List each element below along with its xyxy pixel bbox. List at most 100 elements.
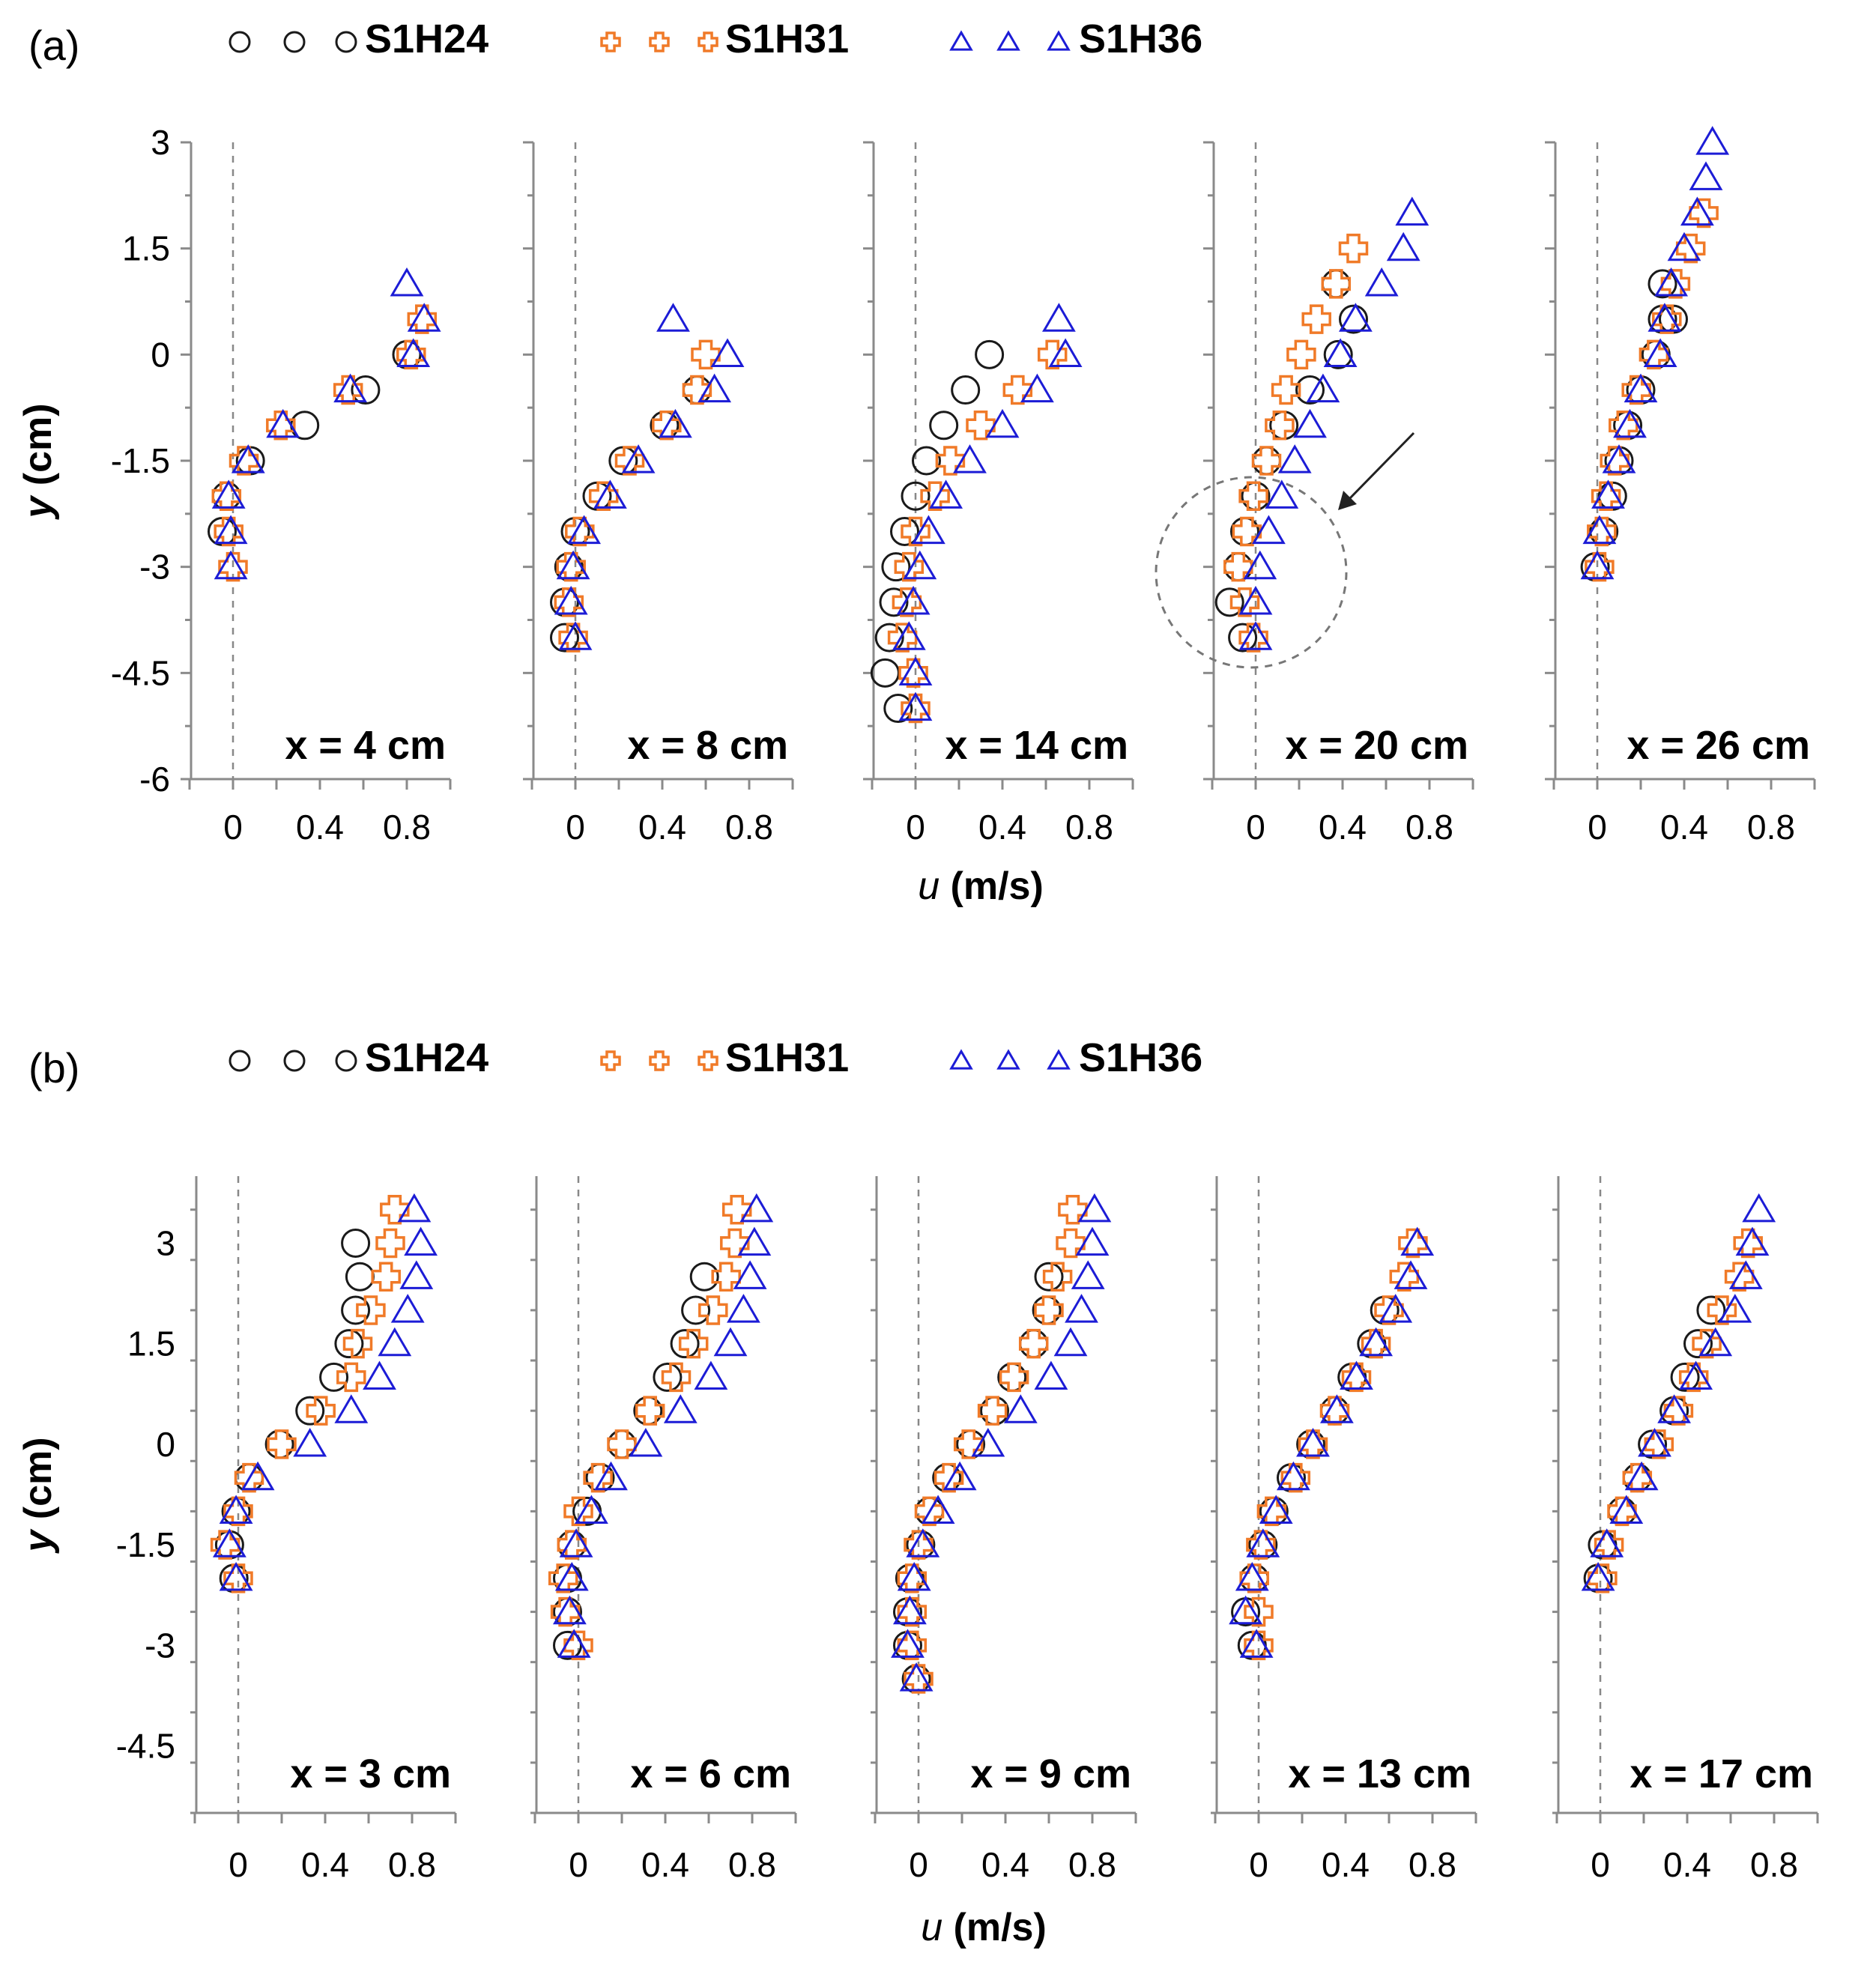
x-tick-label: 0.8 xyxy=(1750,1845,1798,1884)
data-point-s1h31 xyxy=(223,1563,253,1593)
data-point-s1h36 xyxy=(567,515,602,545)
data-point-s1h36 xyxy=(1735,1226,1770,1256)
data-point-s1h36 xyxy=(1306,373,1340,403)
data-point-s1h31 xyxy=(711,1262,741,1292)
annotation-arrow-head xyxy=(1338,491,1357,510)
station-label: x = 13 cm xyxy=(1288,1751,1471,1796)
data-point-s1h24 xyxy=(890,516,919,546)
data-point-s1h31 xyxy=(1280,1462,1311,1493)
data-point-s1h24 xyxy=(1034,1262,1064,1292)
data-point-s1h31 xyxy=(1678,1362,1709,1393)
data-point-s1h31 xyxy=(1398,1228,1428,1259)
data-point-s1h31 xyxy=(1265,411,1295,440)
data-point-s1h31 xyxy=(635,1396,665,1426)
data-point-s1h31 xyxy=(1389,1262,1420,1292)
data-point-s1h31 xyxy=(548,1563,578,1593)
data-point-s1h31 xyxy=(1607,1496,1637,1527)
station-label: x = 4 cm xyxy=(285,723,446,768)
data-point-s1h24 xyxy=(319,1362,349,1392)
panel-b: (b) S1H24 S1H31 S1H36 y (cm) 3 1.5 0 -1.5 -3 -4.5 0… xyxy=(16,1035,1819,1949)
data-point-s1h36 xyxy=(1718,1294,1752,1323)
legend-marker-s1h36 xyxy=(949,30,973,51)
data-point-s1h31 xyxy=(1652,304,1682,334)
data-point-s1h36 xyxy=(557,1629,591,1658)
data-point-s1h31 xyxy=(375,1228,405,1259)
x-tick-label: 0 xyxy=(1591,1845,1610,1884)
data-point-s1h24 xyxy=(1670,1362,1700,1392)
data-point-s1h36 xyxy=(593,479,627,509)
data-point-s1h31 xyxy=(1002,375,1033,405)
data-point-s1h31 xyxy=(1374,1295,1404,1325)
data-point-s1h24 xyxy=(975,339,1005,369)
data-point-s1h31 xyxy=(1238,623,1268,653)
data-point-s1h24 xyxy=(874,623,904,653)
data-point-s1h36 xyxy=(219,1561,253,1591)
data-point-s1h36 xyxy=(1075,1226,1110,1256)
data-point-s1h36 xyxy=(1695,126,1730,155)
data-point-s1h24 xyxy=(980,1396,1009,1426)
x-tick-label: 0.8 xyxy=(728,1845,776,1884)
data-point-s1h36 xyxy=(985,408,1020,438)
data-point-s1h36 xyxy=(378,1327,412,1357)
data-point-s1h36 xyxy=(1638,1428,1671,1457)
data-point-s1h36 xyxy=(899,1662,934,1692)
subplot-x-4-cm: 3 1.5 0 -1.5 -3 -4.5 -6 0 0.4 0.8 x = 4 cm xyxy=(111,123,452,847)
data-point-s1h31 xyxy=(588,481,619,511)
data-point-s1h31 xyxy=(1319,1396,1350,1426)
data-point-s1h36 xyxy=(559,1528,593,1557)
data-point-s1h36 xyxy=(1323,338,1358,367)
data-point-s1h36 xyxy=(1243,550,1277,580)
data-point-s1h36 xyxy=(1053,1327,1088,1357)
legend-marker-s1h24 xyxy=(283,31,306,53)
subplot-x-14-cm: 0 0.4 0.8 x = 14 cm xyxy=(863,141,1134,847)
data-point-s1h36 xyxy=(334,1394,369,1423)
data-point-s1h36 xyxy=(1319,1394,1354,1423)
data-point-s1h24 xyxy=(653,1362,683,1392)
x-tick-label: 0.4 xyxy=(978,808,1026,847)
y-tick-label: -6 xyxy=(139,760,170,799)
data-point-s1h24 xyxy=(1252,446,1281,476)
station-label: x = 6 cm xyxy=(630,1751,791,1796)
data-point-s1h31 xyxy=(380,1194,410,1225)
data-point-s1h31 xyxy=(897,1630,928,1661)
data-point-s1h31 xyxy=(1286,339,1316,370)
data-point-s1h31 xyxy=(342,1328,373,1359)
data-point-s1h36 xyxy=(240,1461,275,1491)
data-point-s1h31 xyxy=(1621,375,1651,405)
data-point-s1h36 xyxy=(1296,1428,1330,1457)
data-point-s1h31 xyxy=(1689,198,1719,228)
data-point-s1h31 xyxy=(229,446,259,476)
data-point-s1h31 xyxy=(1238,481,1268,511)
legend-marker-s1h31 xyxy=(649,31,670,52)
data-point-s1h24 xyxy=(1214,587,1244,617)
data-point-s1h31 xyxy=(583,1462,613,1493)
data-point-s1h36 xyxy=(1680,196,1714,226)
legend-marker-s1h36 xyxy=(949,1049,973,1070)
legend-label-s1h24: S1H24 xyxy=(365,1035,488,1080)
data-point-s1h31 xyxy=(333,375,363,405)
data-point-s1h36 xyxy=(921,1495,955,1524)
data-point-s1h31 xyxy=(901,516,931,547)
data-point-s1h31 xyxy=(1639,339,1669,370)
data-point-s1h31 xyxy=(1660,269,1691,299)
data-point-s1h31 xyxy=(306,1396,336,1426)
data-point-s1h24 xyxy=(341,1295,371,1325)
x-tick-label: 0.4 xyxy=(1322,1845,1370,1884)
data-point-s1h31 xyxy=(234,1462,264,1493)
data-point-s1h31 xyxy=(211,481,242,511)
data-point-s1h31 xyxy=(218,551,248,582)
x-tick-label: 0.8 xyxy=(1747,808,1795,847)
data-point-s1h31 xyxy=(1724,1262,1755,1292)
x-tick-label: 0.8 xyxy=(1065,808,1113,847)
legend-label-s1h31: S1H31 xyxy=(725,16,849,61)
data-point-s1h36 xyxy=(231,444,265,473)
data-point-s1h36 xyxy=(911,515,945,545)
data-point-s1h36 xyxy=(1379,1294,1413,1323)
data-point-s1h31 xyxy=(1321,269,1352,299)
data-point-s1h31 xyxy=(1034,1295,1064,1325)
data-point-s1h24 xyxy=(912,446,941,476)
subplot-x-13-cm: 0 0.4 0.8 x = 13 cm xyxy=(1211,1176,1477,1884)
data-point-s1h36 xyxy=(1020,373,1054,403)
subplot-x-6-cm: 0 0.4 0.8 x = 6 cm xyxy=(530,1176,797,1884)
legend-marker-s1h31 xyxy=(600,1050,621,1071)
